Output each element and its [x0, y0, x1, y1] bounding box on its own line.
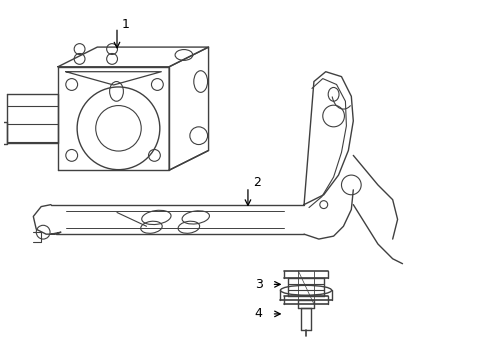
Text: 2: 2 — [252, 176, 260, 189]
Text: 4: 4 — [254, 307, 262, 320]
Text: 3: 3 — [254, 278, 262, 291]
Text: 1: 1 — [122, 18, 129, 31]
